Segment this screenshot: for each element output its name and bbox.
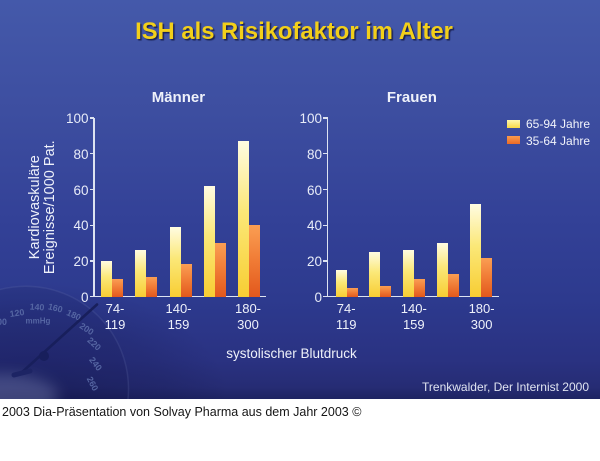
svg-text:140: 140 (29, 301, 44, 312)
svg-text:120: 120 (9, 307, 25, 319)
svg-text:mmHg: mmHg (26, 317, 51, 326)
svg-text:00: 00 (0, 317, 7, 327)
svg-text:160: 160 (47, 301, 64, 314)
